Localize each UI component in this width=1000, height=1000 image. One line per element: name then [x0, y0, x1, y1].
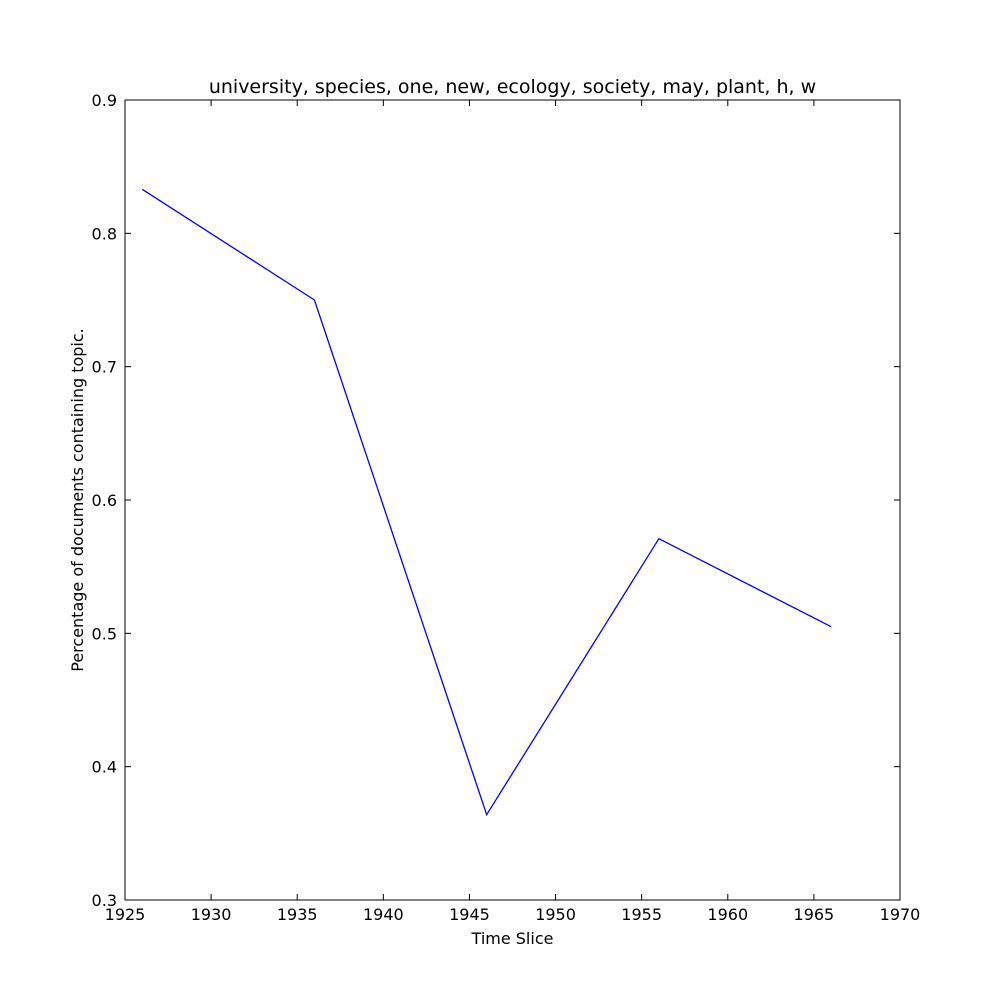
- y-axis-title: Percentage of documents containing topic…: [68, 328, 87, 672]
- x-axis-title: Time Slice: [471, 929, 554, 948]
- data-point: [314, 299, 315, 300]
- series-line-1: [141, 188, 832, 817]
- x-tick-label: 1925: [105, 905, 146, 924]
- x-tick-label: 1935: [277, 905, 318, 924]
- y-tick-label: 0.6: [92, 491, 117, 510]
- data-point: [658, 538, 659, 539]
- data-point: [486, 814, 487, 815]
- y-tick-label: 0.5: [92, 624, 117, 643]
- y-tick-label: 0.9: [92, 91, 117, 110]
- ticks-layer: 1925 1930 1935 1940 1945 1950 1955 1960 1965 1970…: [92, 91, 921, 924]
- data-point: [142, 189, 143, 190]
- x-tick-label: 1930: [191, 905, 232, 924]
- x-tick-label: 1960: [707, 905, 748, 924]
- x-tick-label: 1965: [794, 905, 835, 924]
- x-tick-label: 1945: [449, 905, 490, 924]
- data-point: [831, 626, 832, 627]
- y-tick-label: 0.4: [92, 758, 117, 777]
- y-tick-label: 0.8: [92, 224, 117, 243]
- x-tick-label: 1940: [363, 905, 404, 924]
- x-tick-label: 1970: [880, 905, 921, 924]
- series-layer: [141, 188, 832, 817]
- y-tick-label: 0.3: [92, 891, 117, 910]
- plot-area-frame: [124, 99, 901, 901]
- chart-title: university, species, one, new, ecology, …: [209, 76, 816, 98]
- x-tick-label: 1950: [535, 905, 576, 924]
- x-tick-label: 1955: [621, 905, 662, 924]
- y-tick-label: 0.7: [92, 358, 117, 377]
